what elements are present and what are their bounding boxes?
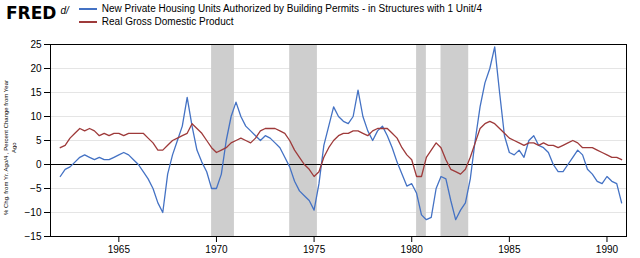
svg-text:15: 15	[30, 87, 42, 98]
svg-text:1985: 1985	[498, 244, 521, 255]
svg-text:1975: 1975	[303, 244, 326, 255]
html-text:FRED d/: FRED d/	[6, 3, 69, 23]
svg-text:−5: −5	[30, 183, 42, 194]
svg-text:20: 20	[30, 63, 42, 74]
svg-text:10: 10	[30, 111, 42, 122]
svg-text:1965: 1965	[108, 244, 131, 255]
svg-text:1990: 1990	[596, 244, 619, 255]
svg-text:1970: 1970	[205, 244, 228, 255]
svg-text:25: 25	[30, 39, 42, 50]
svg-text:5: 5	[36, 135, 42, 146]
html-text:% Chg. from Yr. Ago/4 , Percen: % Chg. from Yr. Ago/4 , Percent Change f…	[2, 79, 16, 215]
svg-text:−15: −15	[25, 231, 42, 242]
svg-text:−10: −10	[25, 207, 42, 218]
html-text:New Private Housing Units Auth: New Private Housing Units Authorized by …	[101, 3, 482, 14]
svg-text:0: 0	[36, 159, 42, 170]
html-text:Real Gross Domestic Product: Real Gross Domestic Product	[101, 16, 234, 27]
svg-text:1980: 1980	[401, 244, 424, 255]
